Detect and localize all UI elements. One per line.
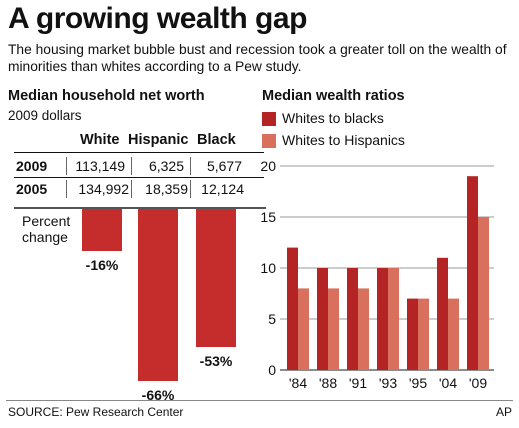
table-cell-hispanic-2009: 6,325: [148, 158, 184, 174]
table-separator: [66, 180, 67, 198]
percent-change-value-white: -16%: [85, 256, 119, 273]
agency-credit: AP: [495, 405, 512, 419]
legend-label-whites-to-hispanics: Whites to Hispanics: [282, 132, 405, 148]
bar-whites-to-blacks: [287, 247, 298, 370]
y-tick-label: 10: [260, 260, 276, 276]
legend-swatch-whites-to-blacks: [262, 112, 276, 126]
x-tick-label: '93: [379, 375, 397, 391]
bar-whites-to-blacks: [407, 298, 418, 370]
percent-change-baseline: [14, 207, 266, 209]
footer-divider: [6, 400, 513, 401]
y-tick-label: 5: [268, 311, 276, 327]
table-cell-black-2009: 5,677: [206, 158, 242, 174]
column-header-hispanic: Hispanic: [128, 132, 189, 148]
bar-whites-to-blacks: [467, 176, 478, 370]
percent-change-value-black: -53%: [199, 352, 233, 369]
percent-change-bar-hispanic: [138, 209, 178, 381]
table-rule-top: [14, 152, 264, 153]
net-worth-subheading: 2009 dollars: [8, 108, 82, 123]
table-separator: [190, 180, 191, 198]
bar-whites-to-hispanics: [448, 298, 459, 370]
bar-whites-to-hispanics: [328, 288, 339, 370]
percent-change-bar-black: [196, 209, 236, 347]
net-worth-heading: Median household net worth: [8, 88, 205, 104]
source-credit: SOURCE: Pew Research Center: [8, 405, 184, 419]
table-cell-white-2009: 113,149: [75, 158, 125, 174]
x-tick-label: '09: [469, 375, 487, 391]
table-cell-black-2005: 12,124: [201, 181, 244, 197]
legend-label-whites-to-blacks: Whites to blacks: [282, 110, 384, 126]
x-tick-label: '88: [319, 375, 337, 391]
bar-whites-to-blacks: [377, 268, 388, 370]
x-tick-label: '04: [439, 375, 457, 391]
bar-whites-to-hispanics: [358, 288, 369, 370]
table-row-year-2009: 2009: [16, 158, 48, 174]
table-separator: [131, 180, 132, 198]
table-separator: [131, 157, 132, 175]
table-separator: [190, 157, 191, 175]
page-title: A growing wealth gap: [8, 2, 307, 35]
bar-whites-to-hispanics: [298, 288, 309, 370]
column-header-white: White: [80, 132, 120, 148]
bar-whites-to-hispanics: [418, 298, 429, 370]
y-tick-label: 20: [260, 158, 276, 174]
x-tick-label: '91: [349, 375, 367, 391]
y-tick-label: 0: [268, 362, 276, 378]
bar-whites-to-blacks: [347, 268, 358, 370]
percent-change-label: Percent change: [22, 213, 71, 245]
table-separator: [66, 157, 67, 175]
bar-whites-to-blacks: [437, 257, 448, 370]
percent-change-value-hispanic: -66%: [141, 386, 175, 403]
bar-whites-to-hispanics: [478, 217, 489, 370]
table-row-year-2005: 2005: [16, 181, 48, 197]
legend-swatch-whites-to-hispanics: [262, 134, 276, 148]
x-tick-label: '84: [289, 375, 307, 391]
wealth-ratio-chart: 20 15 10 5 0 '84 '88 '91 '93 '95 '04 '09: [260, 158, 494, 391]
column-header-black: Black: [197, 132, 236, 148]
table-cell-white-2005: 134,992: [78, 181, 129, 197]
x-tick-label: '95: [409, 375, 427, 391]
wealth-ratios-heading: Median wealth ratios: [262, 88, 405, 104]
table-cell-hispanic-2005: 18,359: [145, 181, 188, 197]
percent-change-bar-white: [82, 209, 122, 251]
page-subtitle: The housing market bubble bust and reces…: [8, 42, 507, 74]
table-rule-middle: [14, 177, 264, 178]
bar-whites-to-hispanics: [388, 268, 399, 370]
bar-whites-to-blacks: [317, 268, 328, 370]
y-tick-label: 15: [260, 209, 276, 225]
